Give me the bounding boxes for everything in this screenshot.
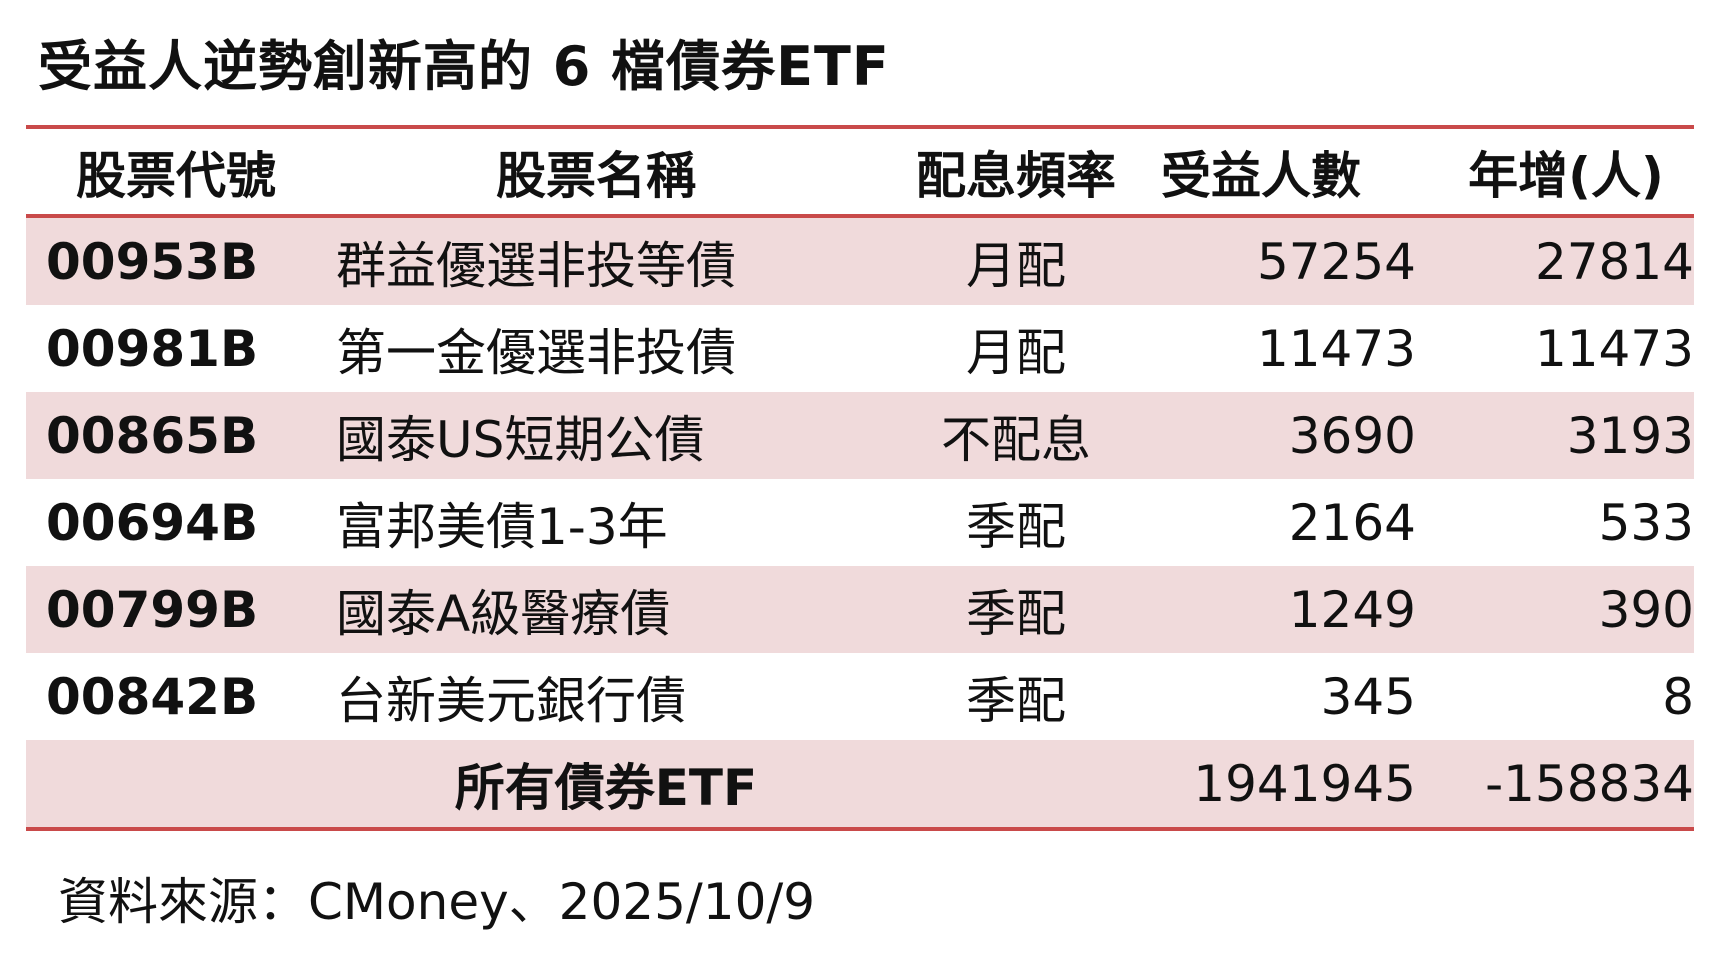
row-code: 00981B — [46, 319, 259, 378]
row-growth: 3193 — [1566, 406, 1694, 465]
row-name: 群益優選非投等債 — [336, 236, 736, 295]
row-growth: 8 — [1662, 667, 1694, 726]
total-row: 所有債券ETF 1941945 -158834 — [26, 740, 1694, 827]
row-code: 00953B — [46, 232, 259, 291]
row-code: 00842B — [46, 667, 259, 726]
row-code: 00694B — [46, 493, 259, 552]
total-holders: 1941945 — [1193, 754, 1416, 813]
row-growth: 390 — [1598, 580, 1694, 639]
top-rule — [26, 125, 1694, 129]
row-frequency: 月配 — [966, 236, 1066, 295]
row-growth: 11473 — [1534, 319, 1694, 378]
data-table: 股票代號 股票名稱 配息頻率 受益人數 年增(人) 00953B 群益優選非投等… — [26, 125, 1694, 831]
source-note: 資料來源：CMoney、2025/10/9 — [58, 873, 816, 931]
header-growth: 年增(人) — [1468, 146, 1664, 205]
row-name: 富邦美債1-3年 — [336, 497, 668, 556]
total-label: 所有債券ETF — [454, 758, 758, 817]
header-name: 股票名稱 — [496, 146, 696, 205]
row-frequency: 季配 — [966, 584, 1066, 643]
row-frequency: 季配 — [966, 497, 1066, 556]
row-holders: 11473 — [1256, 319, 1416, 378]
table-row: 00953B 群益優選非投等債 月配 57254 27814 — [26, 218, 1694, 305]
table-row: 00799B 國泰A級醫療債 季配 1249 390 — [26, 566, 1694, 653]
table-row: 00694B 富邦美債1-3年 季配 2164 533 — [26, 479, 1694, 566]
table-header: 股票代號 股票名稱 配息頻率 受益人數 年增(人) — [26, 129, 1694, 214]
row-frequency: 不配息 — [941, 410, 1091, 469]
row-name: 第一金優選非投債 — [336, 323, 736, 382]
row-holders: 3690 — [1288, 406, 1416, 465]
row-growth: 533 — [1598, 493, 1694, 552]
table-row: 00865B 國泰US短期公債 不配息 3690 3193 — [26, 392, 1694, 479]
row-holders: 57254 — [1256, 232, 1416, 291]
row-holders: 1249 — [1288, 580, 1416, 639]
row-holders: 345 — [1320, 667, 1416, 726]
header-frequency: 配息頻率 — [916, 146, 1116, 205]
row-code: 00865B — [46, 406, 259, 465]
row-name: 台新美元銀行債 — [336, 671, 686, 730]
bottom-rule — [26, 827, 1694, 831]
row-frequency: 季配 — [966, 671, 1066, 730]
row-name: 國泰A級醫療債 — [336, 584, 671, 643]
chart-title: 受益人逆勢創新高的 6 檔債券ETF — [38, 35, 890, 98]
row-frequency: 月配 — [966, 323, 1066, 382]
table-row: 00981B 第一金優選非投債 月配 11473 11473 — [26, 305, 1694, 392]
header-rule — [26, 214, 1694, 218]
header-holders: 受益人數 — [1161, 146, 1361, 205]
row-holders: 2164 — [1288, 493, 1416, 552]
total-growth: -158834 — [1485, 754, 1694, 813]
header-code: 股票代號 — [76, 146, 276, 205]
row-name: 國泰US短期公債 — [336, 410, 705, 469]
row-code: 00799B — [46, 580, 259, 639]
table-row: 00842B 台新美元銀行債 季配 345 8 — [26, 653, 1694, 740]
row-growth: 27814 — [1534, 232, 1694, 291]
